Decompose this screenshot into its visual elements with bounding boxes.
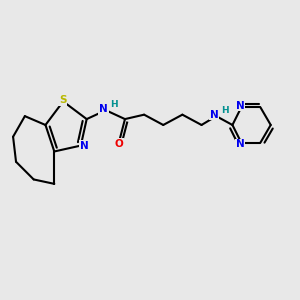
Text: N: N: [209, 110, 218, 120]
Text: O: O: [115, 139, 124, 149]
Text: N: N: [99, 104, 108, 114]
Text: S: S: [59, 95, 66, 105]
Text: N: N: [236, 140, 244, 149]
Text: N: N: [80, 141, 89, 151]
Text: H: H: [110, 100, 118, 109]
Text: H: H: [221, 106, 228, 115]
Text: N: N: [236, 100, 244, 110]
